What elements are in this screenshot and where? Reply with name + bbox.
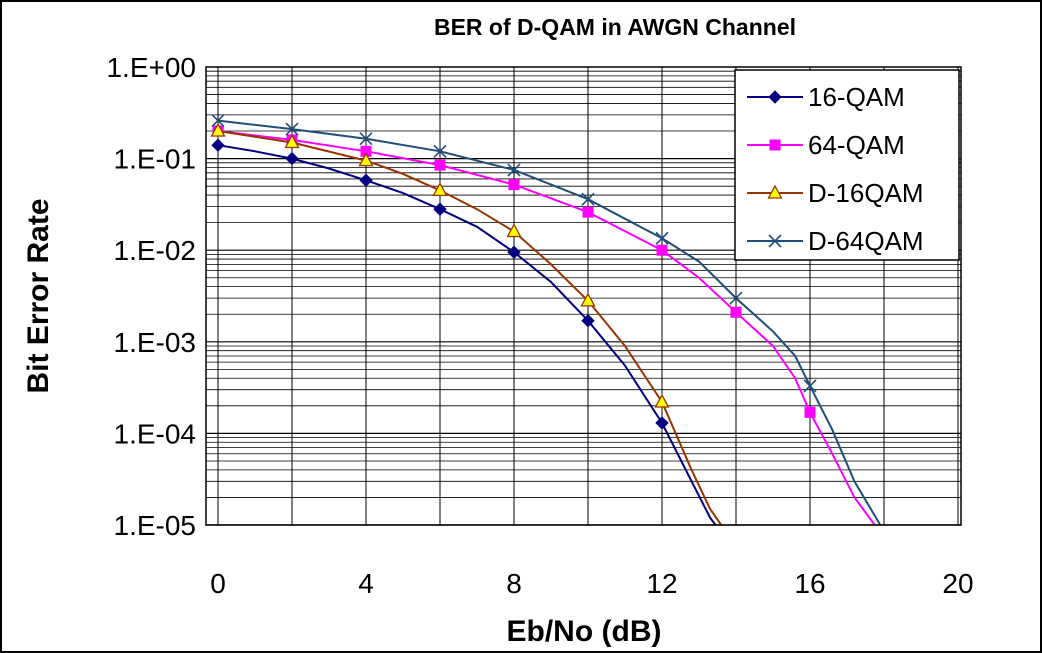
data-point-d-16qam [506, 223, 522, 238]
x-axis-label: Eb/No (dB) [507, 615, 662, 648]
data-point-d-64qam [655, 231, 669, 245]
data-point-d-64qam [285, 122, 299, 136]
y-tick-label: 1.E-04 [114, 418, 197, 449]
series-16-qam [211, 138, 717, 526]
x-axis-ticks: 0 4 8 12 16 20 [210, 568, 973, 599]
series-d-16qam [210, 122, 723, 526]
legend-label: 16-QAM [808, 82, 905, 112]
y-tick-label: 1.E+00 [106, 52, 196, 83]
x-tick-label: 16 [794, 568, 825, 599]
data-point-d-16qam [210, 122, 226, 137]
data-point-d-16qam [580, 292, 596, 307]
legend: 16-QAM 64-QAM D-16QAM D-64QAM [734, 69, 960, 261]
data-point-d-16qam [284, 134, 300, 149]
data-point-d-64qam [581, 192, 595, 206]
data-point-64-qam [804, 406, 816, 418]
data-point-d-16qam [432, 182, 448, 197]
x-tick-label: 4 [358, 568, 374, 599]
series-lines [210, 114, 882, 526]
y-axis-label: Bit Error Rate [22, 198, 55, 393]
legend-item-64-qam: 64-QAM [747, 130, 905, 160]
data-point-d-64qam [729, 291, 743, 305]
data-point-d-64qam [433, 144, 447, 158]
legend-item-16-qam: 16-QAM [747, 82, 905, 112]
data-point-d-64qam [507, 163, 521, 177]
data-point-16-qam [655, 416, 669, 430]
data-point-d-64qam [211, 114, 225, 128]
legend-item-d-16qam: D-16QAM [747, 178, 924, 208]
legend-label: D-64QAM [808, 226, 924, 256]
y-axis-ticks: 1.E+00 1.E-01 1.E-02 1.E-03 1.E-04 1.E-05 [106, 52, 196, 541]
data-point-d-16qam [358, 152, 374, 167]
series-line-16-qam [217, 144, 717, 526]
data-point-16-qam [433, 202, 447, 216]
y-tick-label: 1.E-01 [114, 144, 197, 175]
data-point-64-qam [730, 306, 742, 318]
series-line-d-64qam [217, 119, 882, 526]
legend-marker [767, 184, 783, 199]
y-tick-label: 1.E-03 [114, 327, 197, 358]
x-tick-label: 20 [942, 568, 973, 599]
series-d-64qam [211, 114, 882, 526]
y-tick-label: 1.E-05 [114, 510, 197, 541]
data-point-64-qam [656, 244, 668, 256]
legend-label: D-16QAM [808, 178, 924, 208]
y-tick-label: 1.E-02 [114, 235, 197, 266]
data-point-16-qam [359, 173, 373, 187]
data-point-16-qam [507, 245, 521, 259]
data-point-16-qam [211, 138, 225, 152]
legend-item-d-64qam: D-64QAM [747, 226, 924, 256]
series-line-64-qam [217, 130, 876, 526]
data-point-d-16qam [654, 393, 670, 408]
plot-frame [205, 66, 962, 526]
legend-marker [768, 234, 782, 248]
data-point-64-qam [508, 179, 520, 191]
series-line-d-16qam [217, 130, 723, 526]
data-point-16-qam [285, 151, 299, 166]
x-tick-label: 12 [646, 568, 677, 599]
data-point-d-64qam [359, 132, 373, 146]
legend-marker [768, 90, 782, 104]
x-tick-label: 0 [210, 568, 226, 599]
x-tick-label: 8 [506, 568, 522, 599]
data-point-64-qam [434, 159, 446, 171]
legend-box [734, 69, 960, 261]
legend-label: 64-QAM [808, 130, 905, 160]
data-point-16-qam [581, 313, 595, 328]
legend-marker [769, 139, 781, 151]
chart-title: BER of D-QAM in AWGN Channel [434, 14, 796, 40]
data-point-d-64qam [803, 379, 817, 393]
data-point-64-qam [582, 206, 594, 218]
